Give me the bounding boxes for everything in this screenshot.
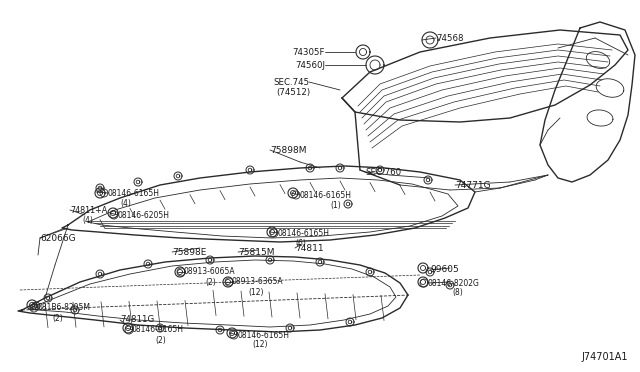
- Text: 08146-6165H: 08146-6165H: [237, 330, 289, 340]
- Text: (4): (4): [82, 215, 93, 224]
- Text: 08146-6205H: 08146-6205H: [117, 211, 169, 219]
- Text: (2): (2): [205, 278, 216, 286]
- Text: 74811G: 74811G: [120, 315, 154, 324]
- Text: 08913-6065A: 08913-6065A: [184, 267, 236, 276]
- Text: 08146-6165H: 08146-6165H: [277, 228, 329, 237]
- Text: 74305F: 74305F: [292, 48, 325, 57]
- Text: 99605: 99605: [430, 266, 459, 275]
- Text: 74568: 74568: [436, 33, 463, 42]
- Text: 08146-6165H: 08146-6165H: [132, 326, 184, 334]
- Text: (2): (2): [155, 336, 166, 344]
- Text: (12): (12): [252, 340, 268, 350]
- Text: J74701A1: J74701A1: [582, 352, 628, 362]
- Text: 74811+A: 74811+A: [70, 205, 108, 215]
- Text: 08146-6165H: 08146-6165H: [107, 189, 159, 198]
- Text: (74512): (74512): [276, 87, 310, 96]
- Text: 08146-8202G: 08146-8202G: [427, 279, 479, 288]
- Text: 62066G: 62066G: [40, 234, 76, 243]
- Text: 081B6-8205M: 081B6-8205M: [37, 304, 90, 312]
- Text: (12): (12): [248, 288, 264, 296]
- Text: 74560J: 74560J: [295, 61, 325, 70]
- Text: SEC.745: SEC.745: [274, 77, 310, 87]
- Text: 08146-6165H: 08146-6165H: [299, 190, 351, 199]
- Text: 75815M: 75815M: [238, 247, 275, 257]
- Text: (2): (2): [52, 314, 63, 323]
- Text: 74811: 74811: [295, 244, 324, 253]
- Text: (1): (1): [330, 201, 340, 209]
- Text: 75898E: 75898E: [172, 247, 206, 257]
- Text: (4): (4): [120, 199, 131, 208]
- Text: (8): (8): [452, 289, 463, 298]
- Text: SEC.760: SEC.760: [365, 167, 401, 176]
- Text: 08913-6365A: 08913-6365A: [232, 278, 284, 286]
- Text: 75898M: 75898M: [270, 145, 307, 154]
- Text: (6): (6): [295, 238, 306, 247]
- Text: 74771G: 74771G: [455, 180, 491, 189]
